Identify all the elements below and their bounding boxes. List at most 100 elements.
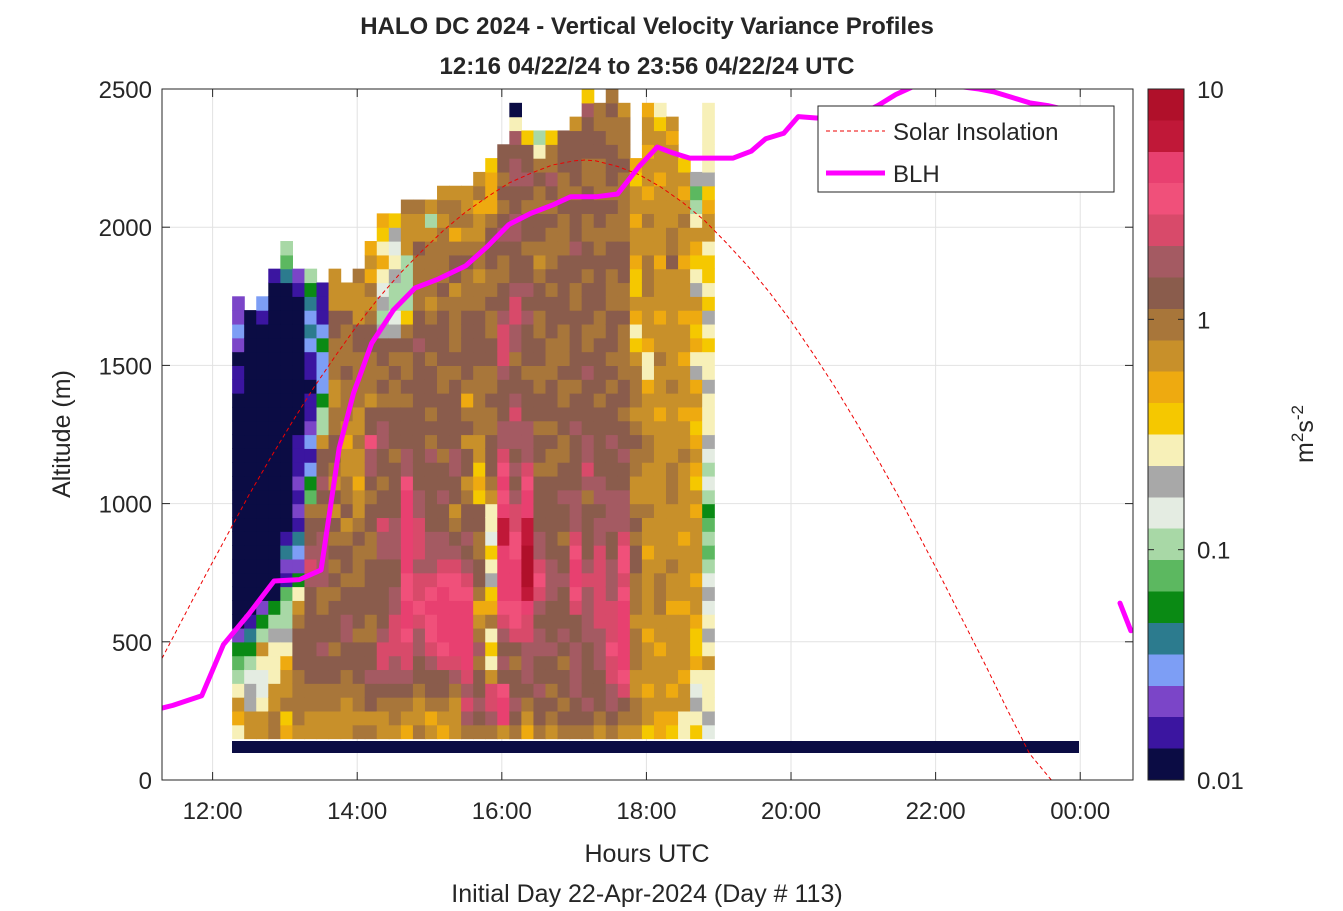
heatmap-cell <box>653 517 667 532</box>
heatmap-cell <box>557 323 571 339</box>
legend: Solar Insolation BLH <box>817 105 1115 193</box>
heatmap-cell <box>232 600 245 615</box>
x-tick-label-1: 14:00 <box>327 798 387 825</box>
heatmap-cell <box>509 116 522 132</box>
heatmap-cell <box>437 310 450 325</box>
heatmap-cell <box>364 641 378 657</box>
heatmap-cell <box>629 310 643 325</box>
heatmap-cell <box>521 434 535 449</box>
heatmap-cell <box>581 503 595 519</box>
heatmap-cell <box>280 627 293 643</box>
heatmap-cell <box>437 185 450 201</box>
heatmap-cell <box>376 641 390 657</box>
heatmap-cell <box>376 503 390 519</box>
heatmap-cell <box>388 503 402 519</box>
heatmap-cell <box>292 268 306 284</box>
heatmap-cell <box>485 323 498 339</box>
heatmap-cell <box>400 310 414 325</box>
heatmap-cell <box>388 351 402 366</box>
heatmap-cell <box>545 282 559 297</box>
heatmap-cell <box>629 641 643 657</box>
heatmap-cell <box>629 351 643 366</box>
heatmap-cell <box>557 517 571 532</box>
heatmap-cell <box>509 199 522 214</box>
heatmap-cell <box>340 310 354 325</box>
heatmap-cell <box>304 379 318 394</box>
heatmap-cell <box>690 627 703 643</box>
heatmap-cell <box>678 475 691 491</box>
heatmap-cell <box>545 641 559 657</box>
heatmap-cell <box>605 365 619 380</box>
y-tick-label-3: 1500 <box>99 353 152 380</box>
heatmap-cell <box>232 475 245 491</box>
heatmap-cell <box>268 627 281 643</box>
heatmap-cell <box>702 406 715 422</box>
heatmap-cell <box>521 351 535 366</box>
heatmap-cell <box>581 434 595 449</box>
heatmap-cell <box>268 558 281 574</box>
heatmap-cell <box>605 144 619 159</box>
heatmap-cell <box>376 406 390 422</box>
x-axis-sublabel: Initial Day 22-Apr-2024 (Day # 113) <box>451 880 842 908</box>
heatmap-cell <box>364 282 378 297</box>
heatmap-cell <box>461 503 474 519</box>
heatmap-cell <box>292 641 306 657</box>
heatmap-cell <box>244 503 257 519</box>
heatmap-cell <box>461 697 474 712</box>
heatmap-cell <box>509 337 522 353</box>
chart-subtitle: 12:16 04/22/24 to 23:56 04/22/24 UTC <box>440 53 855 80</box>
heatmap-cell <box>473 185 486 201</box>
heatmap-cell <box>581 102 595 118</box>
heatmap-cell <box>340 697 354 712</box>
heatmap-cell <box>437 462 450 477</box>
heatmap-cell <box>268 586 281 601</box>
heatmap-cell <box>424 448 438 463</box>
heatmap-cell <box>521 254 535 270</box>
heatmap-cell <box>569 171 583 187</box>
heatmap-cell <box>497 351 510 366</box>
heatmap-cell <box>629 558 643 574</box>
heatmap-cell <box>641 227 655 242</box>
heatmap-cell <box>364 268 378 284</box>
heatmap-cell <box>497 379 510 394</box>
heatmap-cell <box>244 517 257 532</box>
heatmap-cell <box>666 710 679 726</box>
heatmap-cell <box>533 130 547 145</box>
heatmap-cell <box>678 337 691 353</box>
heatmap-cell <box>545 365 559 380</box>
heatmap-cell <box>666 572 679 588</box>
heatmap-cell <box>629 296 643 311</box>
heatmap-cell <box>280 558 293 574</box>
heatmap-cell <box>521 130 535 145</box>
heatmap-cell <box>388 337 402 353</box>
heatmap-cell <box>388 365 402 380</box>
heatmap-cell <box>678 531 691 546</box>
heatmap-cell <box>473 531 486 546</box>
heatmap-cell <box>316 710 330 726</box>
heatmap-cell <box>400 448 414 463</box>
heatmap-cell <box>533 227 547 242</box>
x-axis: 12:00 14:00 16:00 18:00 20:00 22:00 00:00 <box>183 89 1110 825</box>
heatmap-cell <box>581 669 595 684</box>
heatmap-cell <box>593 171 607 187</box>
heatmap-cell <box>678 545 691 560</box>
heatmap-cell <box>256 379 269 394</box>
heatmap-cell <box>666 241 679 256</box>
heatmap-cell <box>605 627 619 643</box>
heatmap-cell <box>292 655 306 671</box>
heatmap-cell <box>581 558 595 574</box>
heatmap-cell <box>437 254 450 270</box>
heatmap-cell <box>461 489 474 505</box>
heatmap-cell <box>629 697 643 712</box>
heatmap-cell <box>280 545 293 560</box>
surface-band <box>232 741 1079 753</box>
heatmap-cell <box>617 448 631 463</box>
heatmap-cell <box>256 641 269 657</box>
heatmap-cell <box>521 669 535 684</box>
heatmap-cell <box>256 475 269 491</box>
heatmap-cell <box>364 448 378 463</box>
heatmap-cell <box>641 462 655 477</box>
heatmap-cell <box>340 448 354 463</box>
heatmap-cell <box>509 171 522 187</box>
heatmap-cell <box>629 379 643 394</box>
